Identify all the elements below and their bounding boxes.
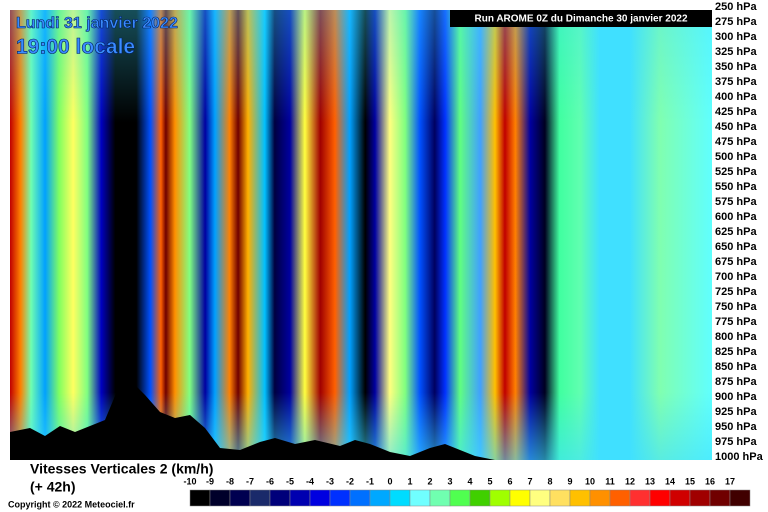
level-label: 650 hPa bbox=[715, 241, 757, 253]
level-label: 375 hPa bbox=[715, 76, 757, 88]
colorbar-label: 7 bbox=[527, 476, 532, 486]
colorbar-label: -3 bbox=[326, 476, 334, 486]
level-label: 325 hPa bbox=[715, 46, 757, 58]
colorbar-swatch bbox=[189, 489, 211, 507]
colorbar-swatch bbox=[289, 489, 311, 507]
colorbar-label: 14 bbox=[665, 476, 675, 486]
colorbar: -10 -9 -8 -7 -6 -5 -4 -3 -2 -1 0 1 2 3 4 5 6 7 8 9 10 11 12 13 1… bbox=[183, 476, 751, 507]
colorbar-swatch bbox=[409, 489, 431, 507]
level-label: 900 hPa bbox=[715, 391, 757, 403]
level-label: 625 hPa bbox=[715, 226, 757, 238]
colorbar-swatch bbox=[449, 489, 471, 507]
colorbar-swatch bbox=[549, 489, 571, 507]
colorbar-label: 13 bbox=[645, 476, 655, 486]
colorbar-swatch bbox=[709, 489, 731, 507]
colorbar-label: 10 bbox=[585, 476, 595, 486]
copyright: Copyright © 2022 Meteociel.fr bbox=[8, 499, 135, 509]
colorbar-label: 8 bbox=[547, 476, 552, 486]
colorbar-label: 5 bbox=[487, 476, 492, 486]
colorbar-swatch bbox=[589, 489, 611, 507]
variable: Vitesses Verticales 2 (km/h) bbox=[30, 461, 213, 477]
colorbar-label: -4 bbox=[306, 476, 314, 486]
colorbar-label: -5 bbox=[286, 476, 294, 486]
level-label: 975 hPa bbox=[715, 436, 757, 448]
colorbar-swatch bbox=[429, 489, 451, 507]
time: 19:00 locale bbox=[16, 36, 135, 59]
colorbar-label: 3 bbox=[447, 476, 452, 486]
colorbar-swatch bbox=[689, 489, 711, 507]
level-label: 450 hPa bbox=[715, 121, 757, 133]
colorbar-label: 16 bbox=[705, 476, 715, 486]
colorbar-swatch bbox=[349, 489, 371, 507]
level-label: 725 hPa bbox=[715, 286, 757, 298]
level-label: 675 hPa bbox=[715, 256, 757, 268]
level-label: 400 hPa bbox=[715, 91, 757, 103]
field-fade bbox=[10, 10, 712, 460]
colorbar-label: 2 bbox=[427, 476, 432, 486]
colorbar-swatch bbox=[369, 489, 391, 507]
level-label: 275 hPa bbox=[715, 16, 757, 28]
colorbar-swatch bbox=[209, 489, 231, 507]
colorbar-swatch bbox=[529, 489, 551, 507]
colorbar-swatch bbox=[489, 489, 511, 507]
level-label: 250 hPa bbox=[715, 1, 757, 13]
colorbar-label: 4 bbox=[467, 476, 472, 486]
run: Run AROME 0Z du Dimanche 30 janvier 2022 bbox=[474, 14, 687, 25]
colorbar-swatch bbox=[309, 489, 331, 507]
level-label: 350 hPa bbox=[715, 61, 757, 73]
colorbar-label: -2 bbox=[346, 476, 354, 486]
level-label: 425 hPa bbox=[715, 106, 757, 118]
level-label: 475 hPa bbox=[715, 136, 757, 148]
level-label: 1000 hPa bbox=[715, 451, 764, 463]
colorbar-swatch bbox=[729, 489, 751, 507]
level-label: 925 hPa bbox=[715, 406, 757, 418]
level-label: 775 hPa bbox=[715, 316, 757, 328]
level-label: 700 hPa bbox=[715, 271, 757, 283]
colorbar-label: 6 bbox=[507, 476, 512, 486]
level-label: 300 hPa bbox=[715, 31, 757, 43]
colorbar-swatch bbox=[669, 489, 691, 507]
colorbar-label: 17 bbox=[725, 476, 735, 486]
colorbar-label: -8 bbox=[226, 476, 234, 486]
colorbar-label: 15 bbox=[685, 476, 695, 486]
level-label: 575 hPa bbox=[715, 196, 757, 208]
colorbar-swatch bbox=[609, 489, 631, 507]
level-label: 850 hPa bbox=[715, 361, 757, 373]
level-label: 525 hPa bbox=[715, 166, 757, 178]
level-label: 550 hPa bbox=[715, 181, 757, 193]
colorbar-swatch bbox=[269, 489, 291, 507]
colorbar-label: -7 bbox=[246, 476, 254, 486]
level-label: 750 hPa bbox=[715, 301, 757, 313]
level-label: 800 hPa bbox=[715, 331, 757, 343]
terrain bbox=[10, 380, 495, 460]
levels: 250 hPa 275 hPa 300 hPa 325 hPa 350 hPa 375 h… bbox=[715, 1, 764, 463]
level-label: 600 hPa bbox=[715, 211, 757, 223]
level-label: 500 hPa bbox=[715, 151, 757, 163]
lead: (+ 42h) bbox=[30, 479, 76, 495]
date: Lundi 31 janvier 2022 bbox=[16, 15, 178, 32]
colorbar-label: 12 bbox=[625, 476, 635, 486]
colorbar-swatch bbox=[509, 489, 531, 507]
colorbar-swatch bbox=[469, 489, 491, 507]
colorbar-label: 0 bbox=[387, 476, 392, 486]
colorbar-swatch bbox=[229, 489, 251, 507]
colorbar-label: -10 bbox=[183, 476, 196, 486]
level-label: 825 hPa bbox=[715, 346, 757, 358]
colorbar-swatch bbox=[629, 489, 651, 507]
colorbar-swatch bbox=[649, 489, 671, 507]
colorbar-label: 9 bbox=[567, 476, 572, 486]
colorbar-swatch bbox=[569, 489, 591, 507]
level-label: 950 hPa bbox=[715, 421, 757, 433]
colorbar-label: -1 bbox=[366, 476, 374, 486]
colorbar-label: 1 bbox=[407, 476, 412, 486]
colorbar-swatch bbox=[389, 489, 411, 507]
run-box bbox=[450, 10, 712, 27]
colorbar-label: -9 bbox=[206, 476, 214, 486]
colorbar-swatch bbox=[249, 489, 271, 507]
colorbar-swatch bbox=[329, 489, 351, 507]
level-label: 875 hPa bbox=[715, 376, 757, 388]
colorbar-label: -6 bbox=[266, 476, 274, 486]
colorbar-label: 11 bbox=[605, 476, 615, 486]
